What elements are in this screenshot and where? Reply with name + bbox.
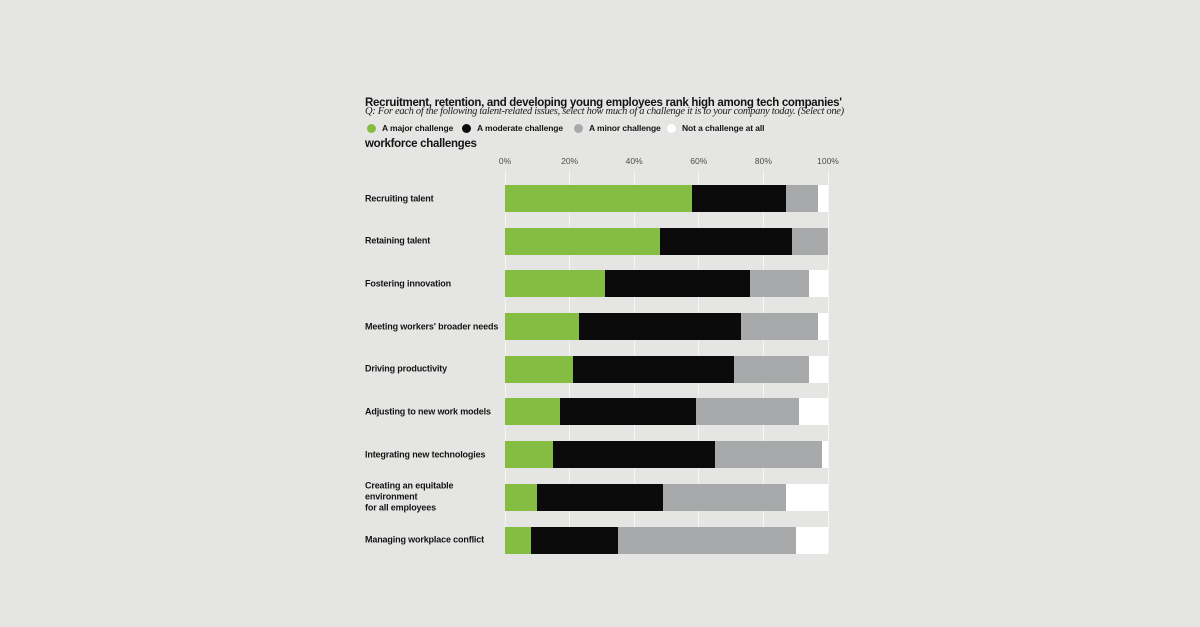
category-label: Creating an equitable environment for al…	[365, 480, 454, 513]
category-label: Adjusting to new work models	[365, 406, 491, 417]
bar-segment	[808, 355, 828, 383]
bar-segment	[750, 270, 809, 298]
chart-row: Managing workplace conflict	[365, 526, 828, 554]
chart-figure: Recruitment, retention, and developing y…	[365, 70, 844, 570]
x-axis-tick: 60%	[690, 156, 708, 166]
bar-track	[505, 441, 828, 469]
bar-segment	[605, 270, 751, 298]
bar-track	[505, 398, 828, 426]
x-axis-tick: 100%	[817, 156, 839, 166]
bar-track	[505, 185, 828, 212]
legend-label: Not a challenge at all	[682, 123, 765, 133]
category-label: Recruiting talent	[365, 193, 434, 203]
bar-segment	[714, 441, 822, 469]
bar-track	[505, 313, 828, 341]
chart-row: Integrating new technologies	[365, 441, 828, 469]
chart-row: Driving productivity	[365, 355, 828, 383]
bar-track	[505, 526, 828, 554]
bar-segment	[505, 185, 693, 212]
category-label: Fostering innovation	[365, 278, 451, 289]
bar-segment	[553, 441, 715, 469]
chart-question: Q: For each of the following talent-rela…	[365, 106, 844, 117]
bar-segment	[734, 355, 809, 383]
legend-item: A major challenge	[367, 123, 453, 133]
legend-dot-icon	[462, 123, 471, 133]
bar-segment	[808, 270, 828, 298]
bar-segment	[695, 398, 799, 426]
bar-segment	[618, 526, 796, 554]
chart-row: Retaining talent	[365, 227, 828, 255]
legend-item: Not a challenge at all	[667, 123, 764, 133]
bar-segment	[821, 441, 828, 469]
bar-segment	[505, 441, 554, 469]
chart-row: Creating an equitable environment for al…	[365, 480, 828, 513]
legend-item: A minor challenge	[574, 123, 661, 133]
legend-dot-icon	[667, 123, 676, 133]
legend-dot-icon	[367, 123, 376, 133]
bar-segment	[572, 355, 735, 383]
x-axis-tick: 0%	[498, 156, 512, 166]
bar-segment	[785, 185, 819, 212]
chart-title-line-1: Recruitment, retention, and developing y…	[365, 97, 842, 109]
bar-segment	[505, 270, 606, 298]
bar-track	[505, 227, 828, 255]
x-axis-tick-labels: 0% 20% 40% 60% 80% 100%	[499, 156, 839, 166]
bar-segment	[559, 398, 696, 426]
bar-segment	[786, 483, 828, 511]
bar-track	[505, 355, 828, 383]
bar-segment	[505, 526, 531, 554]
category-label: Retaining talent	[365, 235, 431, 246]
bar-track	[505, 483, 828, 511]
bar-segment	[660, 227, 793, 255]
bar-track	[505, 270, 828, 298]
bar-segment	[692, 185, 786, 212]
bar-segment	[505, 398, 560, 426]
x-axis-tick: 20%	[561, 156, 579, 166]
chart-row: Meeting workers' broader needs	[365, 313, 828, 341]
x-axis-tick: 80%	[754, 156, 772, 166]
bar-segment	[505, 483, 538, 511]
bar-segment	[795, 526, 828, 554]
chart-title-line-2: workforce challenges	[365, 137, 477, 150]
category-label: Driving productivity	[365, 363, 448, 374]
x-axis-tick: 40%	[625, 156, 643, 166]
bar-segment	[798, 398, 828, 426]
bar-segment	[505, 355, 573, 383]
category-label: Managing workplace conflict	[365, 534, 484, 545]
legend-dot-icon	[574, 123, 583, 133]
chart-title: Recruitment, retention, and developing y…	[365, 70, 842, 178]
gridline	[827, 170, 829, 553]
category-label: Integrating new technologies	[365, 449, 486, 460]
chart-legend: A major challenge A moderate challenge A m…	[365, 123, 840, 135]
legend-label: A moderate challenge	[477, 123, 564, 133]
bar-segment	[818, 185, 828, 212]
bar-segment	[792, 227, 828, 255]
bar-segment	[537, 483, 664, 511]
chart-row: Fostering innovation	[365, 270, 828, 298]
chart-row: Adjusting to new work models	[365, 398, 828, 426]
bar-segment	[505, 313, 580, 341]
chart-row: Recruiting talent	[365, 185, 828, 212]
bar-segment	[530, 526, 619, 554]
bar-segment	[818, 313, 828, 341]
legend-item: A moderate challenge	[462, 123, 563, 133]
category-label: Meeting workers' broader needs	[365, 321, 499, 332]
bar-segment	[740, 313, 819, 341]
bar-segment	[505, 227, 661, 255]
bar-rows: Recruiting talent Retaining talent Fosteri…	[365, 185, 828, 554]
legend-label: A major challenge	[382, 123, 454, 133]
bar-segment	[663, 483, 786, 511]
bar-segment	[579, 313, 741, 341]
legend-label: A minor challenge	[589, 123, 661, 133]
